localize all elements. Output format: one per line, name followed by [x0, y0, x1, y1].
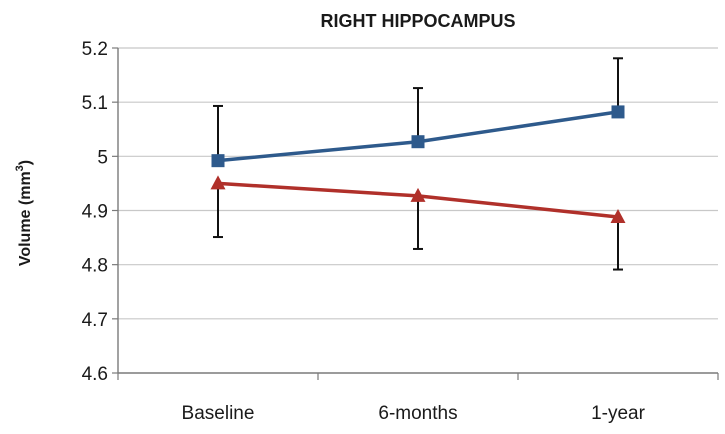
data-point-square: [211, 154, 225, 168]
series-group: [210, 57, 626, 271]
y-axis-title-suffix: ): [17, 160, 34, 165]
data-point-square: [611, 105, 625, 119]
x-tick-label: Baseline: [182, 403, 255, 424]
y-tick-label: 4.9: [82, 202, 108, 223]
y-tick-label: 5.1: [82, 93, 108, 114]
y-tick-label: 5: [97, 147, 108, 168]
data-point-square: [411, 135, 425, 149]
y-tick-label: 4.7: [82, 310, 108, 331]
y-tick-label: 4.6: [82, 364, 108, 385]
y-axis-title-superscript: 3: [14, 165, 26, 171]
x-tick-label: 6-months: [378, 403, 457, 424]
series-1: [211, 57, 625, 168]
y-tick-label: 5.2: [82, 39, 108, 60]
axes: [112, 47, 719, 380]
y-tick-labels: 4.6 4.7 4.8 4.9 5 5.1 5.2: [82, 39, 108, 385]
y-axis-title-text: Volume (mm: [17, 171, 34, 266]
data-point-triangle: [210, 175, 226, 190]
data-point-triangle: [410, 187, 426, 202]
y-tick-label: 4.8: [82, 256, 108, 277]
y-axis-title: Volume (mm3): [14, 160, 34, 266]
series-2: [210, 175, 626, 271]
x-tick-labels: Baseline 6-months 1-year: [182, 403, 646, 424]
data-point-triangle: [610, 209, 626, 223]
x-tick-label: 1-year: [591, 403, 646, 424]
chart-title: RIGHT HIPPOCAMPUS: [320, 11, 515, 31]
